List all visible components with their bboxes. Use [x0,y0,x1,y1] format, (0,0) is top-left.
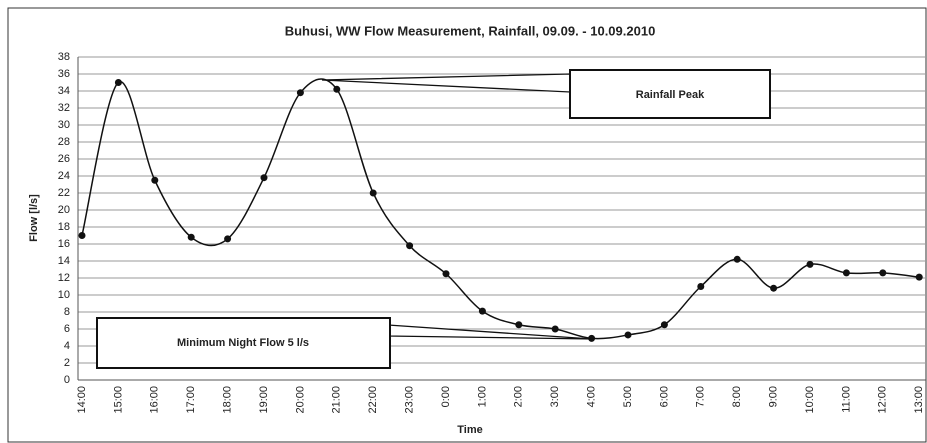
data-point [151,176,159,184]
data-point [478,307,486,315]
x-tick-label: 18:00 [222,386,234,414]
y-tick-label: 20 [58,204,70,216]
y-tick-label: 24 [58,170,70,182]
data-point [369,189,377,197]
y-tick-label: 36 [58,68,70,80]
annotation-text: Minimum Night Flow 5 l/s [177,337,309,349]
x-tick-label: 1:00 [476,386,488,407]
data-point [187,233,195,241]
y-tick-label: 2 [64,357,70,369]
data-point [442,270,450,278]
data-point [260,174,268,182]
x-tick-label: 17:00 [185,386,197,414]
y-tick-label: 30 [58,119,70,131]
data-point [224,235,232,243]
x-tick-label: 21:00 [331,386,343,414]
data-point [78,232,86,239]
y-tick-label: 16 [58,238,70,250]
y-tick-label: 8 [64,306,70,318]
x-tick-label: 10:00 [804,386,816,414]
data-point [915,273,923,281]
data-point [333,85,341,93]
y-tick-label: 14 [58,255,70,267]
x-tick-label: 13:00 [913,386,925,414]
x-tick-label: 23:00 [404,386,416,414]
x-tick-label: 16:00 [149,386,161,414]
annotation-box [569,69,771,119]
y-axis-label: Flow [l/s] [28,194,40,242]
x-tick-label: 9:00 [768,386,780,407]
data-point [406,242,414,250]
x-tick-label: 0:00 [440,386,452,407]
x-tick-label: 8:00 [731,386,743,407]
x-tick-label: 14:00 [76,386,88,414]
data-point [515,321,523,329]
data-point [770,284,778,292]
y-tick-label: 28 [58,136,70,148]
y-tick-label: 22 [58,187,70,199]
data-point [806,260,814,268]
data-point [660,321,668,329]
annotation-text: Rainfall Peak [636,89,705,101]
y-tick-label: 10 [58,289,70,301]
data-point [842,269,850,277]
x-tick-label: 7:00 [695,386,707,407]
data-point [296,89,304,97]
y-tick-label: 6 [64,323,70,335]
data-point [114,79,122,86]
annotation-box [96,317,391,369]
x-tick-label: 12:00 [877,386,889,414]
y-tick-label: 34 [58,85,70,97]
data-point [697,283,705,290]
x-tick-label: 2:00 [513,386,525,407]
y-tick-label: 4 [64,340,70,352]
x-tick-label: 11:00 [840,386,852,413]
data-point [879,269,887,277]
x-tick-label: 22:00 [367,386,379,414]
x-tick-label: 3:00 [549,386,561,407]
y-tick-label: 38 [58,51,70,63]
x-tick-label: 15:00 [112,386,124,414]
data-point [733,255,741,263]
y-tick-label: 18 [58,221,70,233]
chart-title: Buhusi, WW Flow Measurement, Rainfall, 0… [285,23,656,38]
y-tick-label: 32 [58,102,70,114]
chart-frame [7,7,927,443]
y-tick-label: 26 [58,153,70,165]
data-point [551,325,559,333]
data-point [624,331,632,339]
x-axis-label: Time [457,424,482,436]
x-tick-label: 20:00 [294,386,306,414]
x-tick-label: 19:00 [258,386,270,414]
x-tick-label: 5:00 [622,386,634,407]
y-tick-label: 0 [64,374,70,386]
x-tick-label: 6:00 [658,386,670,407]
x-tick-label: 4:00 [586,386,598,407]
y-tick-label: 12 [58,272,70,284]
